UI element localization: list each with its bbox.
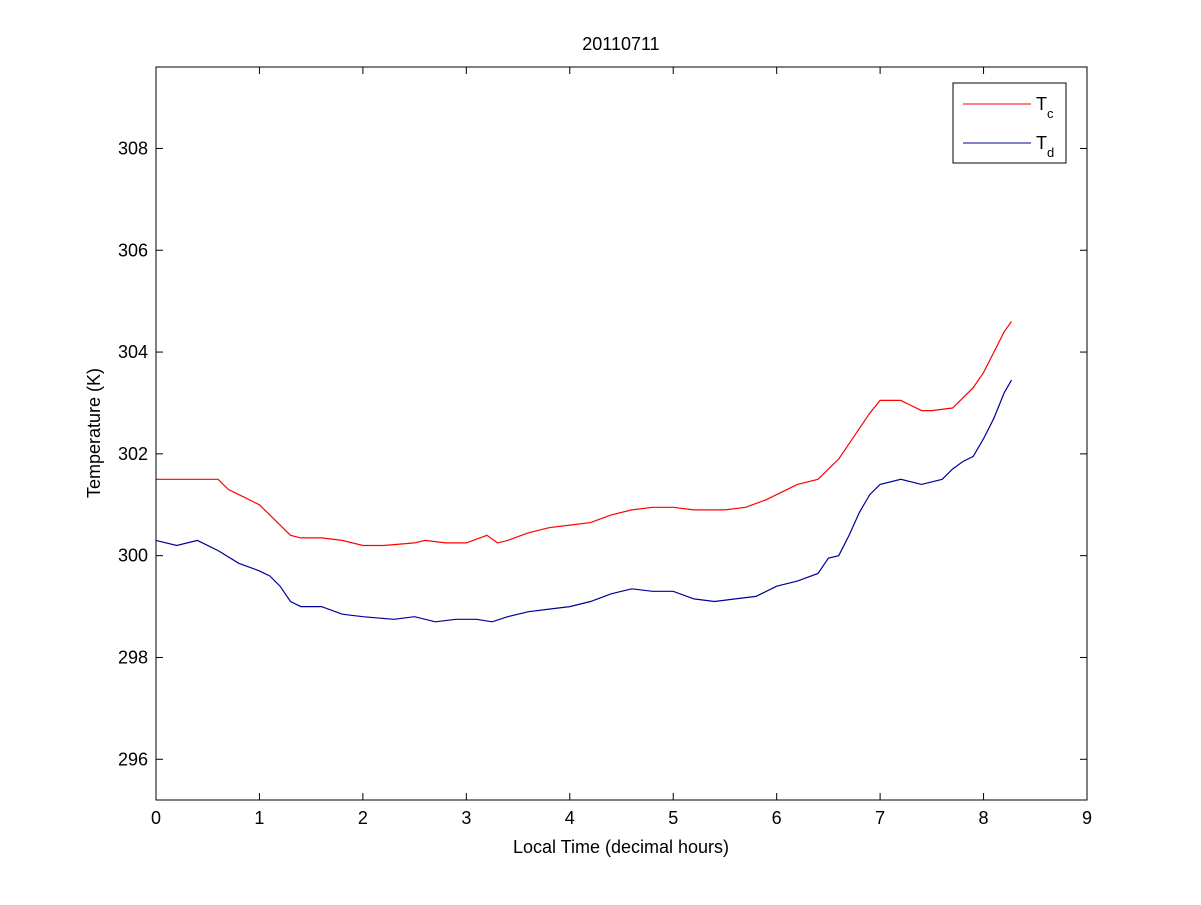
y-tick-label: 302 — [118, 444, 148, 464]
x-tick-label: 8 — [979, 808, 989, 828]
x-tick-label: 2 — [358, 808, 368, 828]
x-axis-label: Local Time (decimal hours) — [513, 837, 729, 857]
chart-title: 20110711 — [582, 34, 659, 54]
y-tick-label: 304 — [118, 342, 148, 362]
legend-label-td: Td — [1036, 133, 1054, 160]
y-tick-label: 300 — [118, 546, 148, 566]
plot-area — [155, 66, 1088, 801]
x-tick-label: 1 — [254, 808, 264, 828]
x-tick-label: 7 — [875, 808, 885, 828]
y-tick-label: 298 — [118, 647, 148, 667]
x-tick-label: 4 — [565, 808, 575, 828]
y-tick-label: 308 — [118, 138, 148, 158]
x-tick-label: 9 — [1082, 808, 1092, 828]
x-tick-label: 6 — [772, 808, 782, 828]
x-tick-label: 0 — [151, 808, 161, 828]
x-tick-label: 3 — [461, 808, 471, 828]
x-tick-label: 5 — [668, 808, 678, 828]
y-axis-label: Temperature (K) — [84, 368, 104, 498]
y-tick-label: 296 — [118, 749, 148, 769]
series-line-td — [155, 379, 1013, 623]
y-tick-label: 306 — [118, 240, 148, 260]
series-line-tc — [156, 321, 1012, 547]
legend-label-tc: Tc — [1036, 94, 1054, 121]
legend: Tc Td — [952, 82, 1067, 164]
